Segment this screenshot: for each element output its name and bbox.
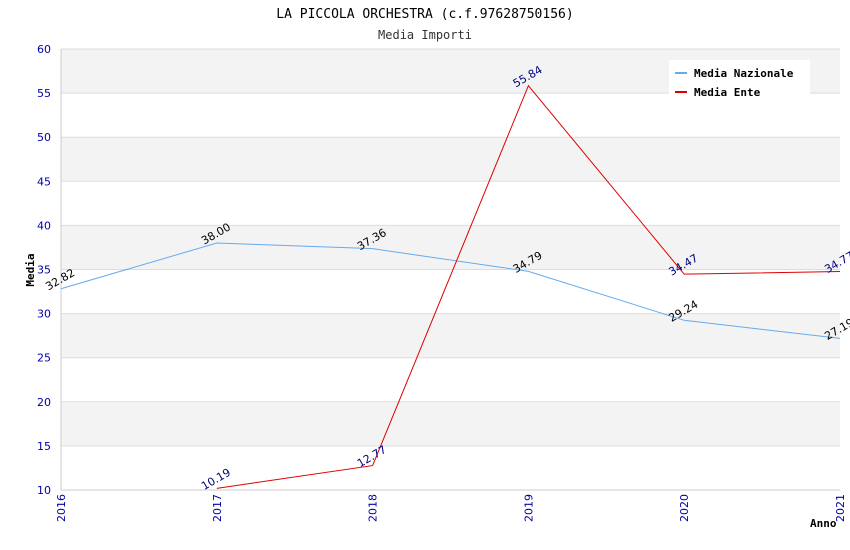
- series-line-2: [216, 84, 841, 489]
- y-axis-label: Media: [24, 253, 37, 286]
- y-tick-label: 25: [37, 352, 51, 365]
- x-tick-label: 2016: [55, 494, 68, 522]
- y-tick-label: 50: [37, 131, 51, 144]
- x-tick-label: 2019: [522, 494, 535, 522]
- x-tick-label: 2017: [211, 494, 224, 522]
- x-axis-ticks: 2016 2017 2018 2019 2020 2021: [55, 494, 847, 522]
- y-tick-label: 15: [37, 440, 51, 453]
- grid-band: [61, 137, 840, 182]
- x-axis-label: Anno: [810, 517, 837, 530]
- grid-band: [61, 225, 840, 270]
- series-line-1: [60, 242, 841, 339]
- x-tick-label: 2018: [367, 494, 380, 522]
- x-tick-label: 2021: [834, 494, 847, 522]
- y-tick-label: 20: [37, 396, 51, 409]
- grid-band: [61, 445, 840, 490]
- series-lines: [60, 84, 841, 489]
- x-tick-label: 2020: [678, 494, 691, 522]
- chart-subtitle: Media Importi: [378, 28, 472, 42]
- grid-band: [61, 313, 840, 358]
- grid-band: [61, 357, 840, 402]
- y-tick-label: 60: [37, 43, 51, 56]
- legend: Media Nazionale Media Ente: [669, 60, 810, 99]
- legend-box: [669, 60, 810, 98]
- chart-title: LA PICCOLA ORCHESTRA (c.f.97628750156): [276, 7, 573, 22]
- y-tick-label: 40: [37, 219, 51, 232]
- y-tick-label: 45: [37, 175, 51, 188]
- y-tick-label: 55: [37, 87, 51, 100]
- grid-band: [61, 181, 840, 226]
- legend-item-label: Media Nazionale: [694, 67, 794, 80]
- grid-bands: [61, 49, 840, 490]
- grid-band: [61, 401, 840, 446]
- y-tick-label: 35: [37, 264, 51, 277]
- grid-band: [61, 93, 840, 138]
- y-axis-ticks: 10 15 20 25 30 35 40 45 50 55 60: [37, 43, 51, 497]
- legend-item-label: Media Ente: [694, 86, 761, 99]
- y-tick-label: 30: [37, 308, 51, 321]
- y-tick-label: 10: [37, 484, 51, 497]
- gridlines: [60, 48, 840, 491]
